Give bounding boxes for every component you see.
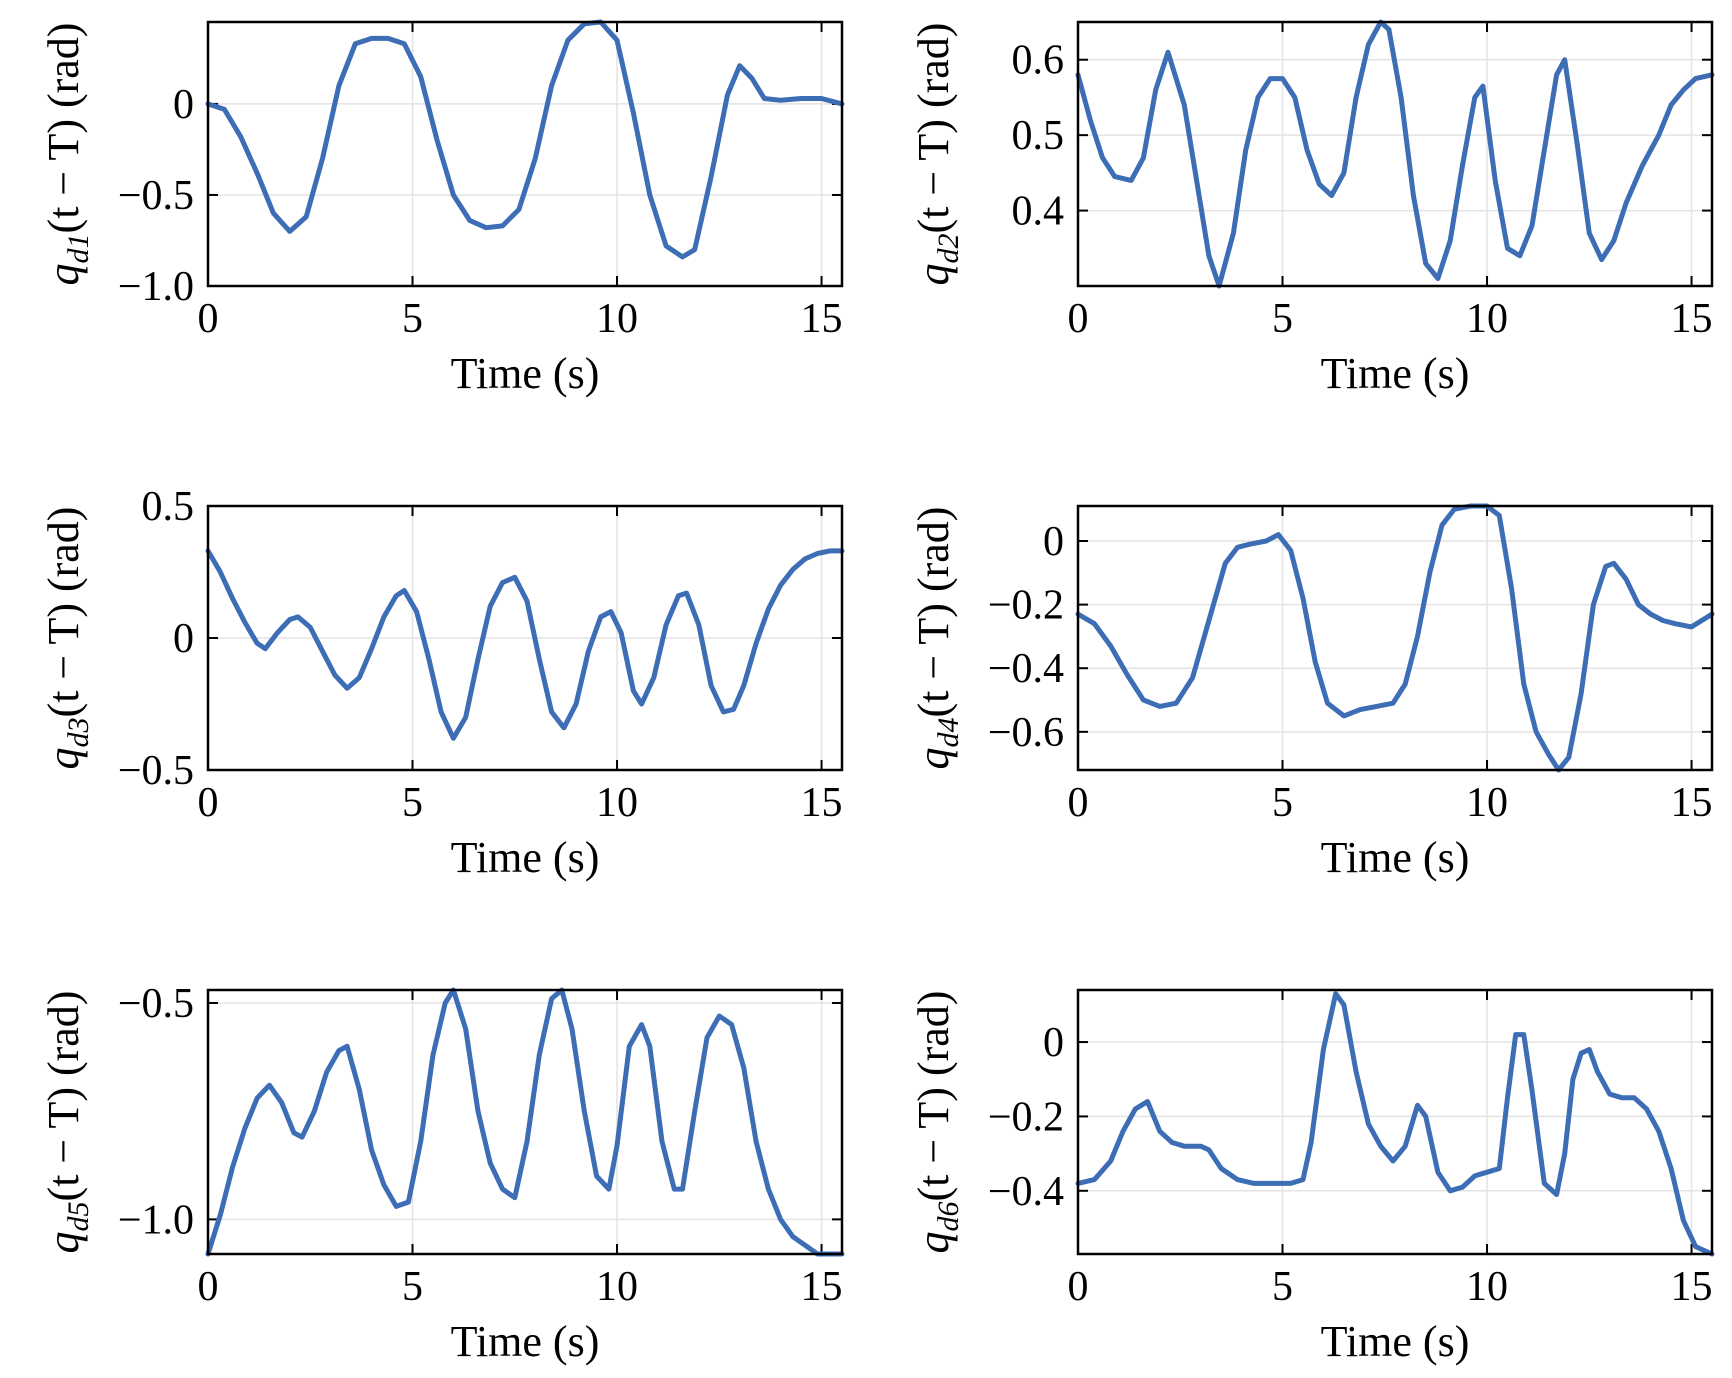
- x-tick-label: 10: [1466, 1264, 1508, 1310]
- series-line: [205, 19, 845, 260]
- x-axis-label: Time (s): [1321, 833, 1470, 882]
- y-label-rest: (t − T) (rad): [909, 507, 958, 718]
- x-tick-label: 15: [1671, 296, 1713, 342]
- x-tick-label: 0: [198, 780, 219, 826]
- x-tick-label: 10: [1466, 780, 1508, 826]
- y-axis-label: qd2(t − T) (rad): [909, 23, 965, 286]
- series-line: [205, 987, 845, 1257]
- series-line: [1075, 991, 1715, 1257]
- y-label-symbol: q: [909, 747, 958, 769]
- y-label-subscript: d3: [62, 717, 95, 747]
- series-line: [1075, 503, 1715, 773]
- x-axis-label: Time (s): [1321, 349, 1470, 398]
- x-tick-label: 0: [1068, 296, 1089, 342]
- y-tick-label: 0: [1043, 1020, 1064, 1066]
- y-tick-label: −0.5: [118, 173, 194, 219]
- x-axis-label: Time (s): [451, 1317, 600, 1366]
- y-tick-label: −0.5: [118, 981, 194, 1027]
- y-tick-label: −0.4: [988, 1169, 1064, 1215]
- y-axis-label: qd4(t − T) (rad): [909, 507, 965, 770]
- x-tick-label: 0: [1068, 1264, 1089, 1310]
- x-tick-label: 15: [801, 296, 843, 342]
- y-tick-label: −1.0: [118, 264, 194, 310]
- y-label-symbol: q: [909, 1231, 958, 1253]
- x-tick-label: 5: [1272, 780, 1293, 826]
- y-label-subscript: d4: [932, 717, 965, 747]
- subplot-qd5: 0 5 10 15 −1.0 −0.5 Time (s) qd5(t − T) (rad): [39, 981, 845, 1366]
- y-label-rest: (t − T) (rad): [39, 507, 88, 718]
- x-tick-label: 15: [801, 1264, 843, 1310]
- subplot-qd4: 0 5 10 15 −0.6 −0.4 −0.2 0 Time (s) qd4(t − T) (r…: [909, 503, 1715, 882]
- x-tick-label: 10: [596, 1264, 638, 1310]
- x-tick-label: 5: [402, 780, 423, 826]
- y-tick-label: 0.4: [1012, 189, 1065, 235]
- y-label-subscript: d5: [62, 1201, 95, 1231]
- y-label-subscript: d2: [932, 233, 965, 263]
- y-axis-label: qd6(t − T) (rad): [909, 991, 965, 1254]
- axes-frame: [206, 988, 844, 1256]
- y-label-symbol: q: [39, 747, 88, 769]
- subplot-qd1: 0 5 10 15 −1.0 −0.5 0 Time (s) qd1(t − T) (rad): [39, 19, 845, 398]
- x-tick-label: 5: [402, 296, 423, 342]
- y-tick-label: −0.4: [988, 646, 1064, 692]
- axes-frame: [1076, 20, 1714, 288]
- x-tick-label: 15: [1671, 780, 1713, 826]
- axes-frame: [206, 20, 844, 288]
- y-label-rest: (t − T) (rad): [39, 23, 88, 234]
- axes-frame: [206, 504, 844, 772]
- y-axis-label: qd3(t − T) (rad): [39, 507, 95, 770]
- y-tick-label: 0: [173, 82, 194, 128]
- x-tick-label: 10: [596, 296, 638, 342]
- axes-frame: [1076, 988, 1714, 1256]
- y-tick-label: 0: [1043, 519, 1064, 565]
- x-axis-label: Time (s): [451, 833, 600, 882]
- x-axis-label: Time (s): [1321, 1317, 1470, 1366]
- x-tick-label: 15: [1671, 1264, 1713, 1310]
- subplot-qd6: 0 5 10 15 −0.4 −0.2 0 Time (s) qd6(t − T) (rad): [909, 988, 1715, 1366]
- y-label-subscript: d1: [62, 233, 95, 263]
- y-tick-label: 0.5: [142, 484, 195, 530]
- y-label-rest: (t − T) (rad): [39, 991, 88, 1202]
- y-tick-label: −0.2: [988, 1094, 1064, 1140]
- y-tick-label: −0.2: [988, 583, 1064, 629]
- x-tick-label: 5: [1272, 296, 1293, 342]
- x-tick-label: 0: [198, 1264, 219, 1310]
- y-tick-label: 0.5: [1012, 113, 1065, 159]
- axes-frame: [1076, 504, 1714, 772]
- x-axis-label: Time (s): [451, 349, 600, 398]
- x-tick-label: 15: [801, 780, 843, 826]
- y-tick-label: −0.6: [988, 710, 1064, 756]
- y-axis-label: qd5(t − T) (rad): [39, 991, 95, 1254]
- x-tick-label: 0: [1068, 780, 1089, 826]
- x-tick-label: 5: [1272, 1264, 1293, 1310]
- y-label-rest: (t − T) (rad): [909, 991, 958, 1202]
- y-label-subscript: d6: [932, 1201, 965, 1231]
- x-tick-label: 10: [596, 780, 638, 826]
- series-line: [1075, 19, 1715, 289]
- y-label-rest: (t − T) (rad): [909, 23, 958, 234]
- y-axis-label: qd1(t − T) (rad): [39, 23, 95, 286]
- series-line: [205, 548, 845, 741]
- y-label-symbol: q: [39, 263, 88, 285]
- x-tick-label: 10: [1466, 296, 1508, 342]
- y-tick-label: 0.6: [1012, 38, 1065, 84]
- x-tick-label: 0: [198, 296, 219, 342]
- y-label-symbol: q: [39, 1231, 88, 1253]
- y-label-symbol: q: [909, 263, 958, 285]
- subplot-qd2: 0 5 10 15 0.4 0.5 0.6 Time (s) qd2(t − T) (rad): [909, 19, 1715, 398]
- y-tick-label: 0: [173, 616, 194, 662]
- x-tick-label: 5: [402, 1264, 423, 1310]
- y-tick-label: −0.5: [118, 748, 194, 794]
- y-tick-label: −1.0: [118, 1197, 194, 1243]
